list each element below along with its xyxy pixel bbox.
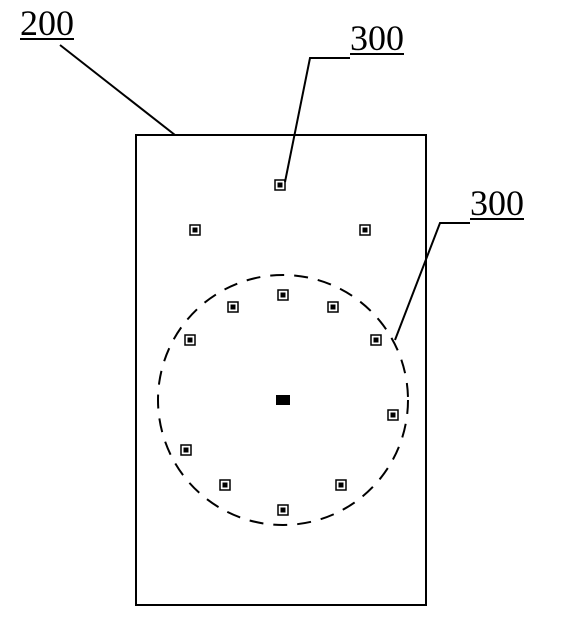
- label-outer_rect: 200: [20, 3, 74, 43]
- marker-ring_ssw: [220, 480, 230, 490]
- leader-300-ring: [395, 223, 470, 340]
- marker-ring_nnw: [228, 302, 238, 312]
- label-marker_top: 300: [350, 18, 404, 58]
- marker-ring_ene: [371, 335, 381, 345]
- outer-rect: [136, 135, 426, 605]
- leader-300-top: [285, 58, 350, 182]
- marker-ring_ese: [388, 410, 398, 420]
- marker-center: [276, 395, 290, 405]
- marker-top_left: [190, 225, 200, 235]
- marker-top_right: [360, 225, 370, 235]
- marker-ring_n: [278, 290, 288, 300]
- marker-ring_sse: [336, 480, 346, 490]
- marker-ring_nne: [328, 302, 338, 312]
- leader-200: [60, 45, 175, 135]
- marker-ring_wsw: [181, 445, 191, 455]
- marker-ring_s: [278, 505, 288, 515]
- marker-top_center: [275, 180, 285, 190]
- label-marker_ring: 300: [470, 183, 524, 223]
- marker-ring_wnw: [185, 335, 195, 345]
